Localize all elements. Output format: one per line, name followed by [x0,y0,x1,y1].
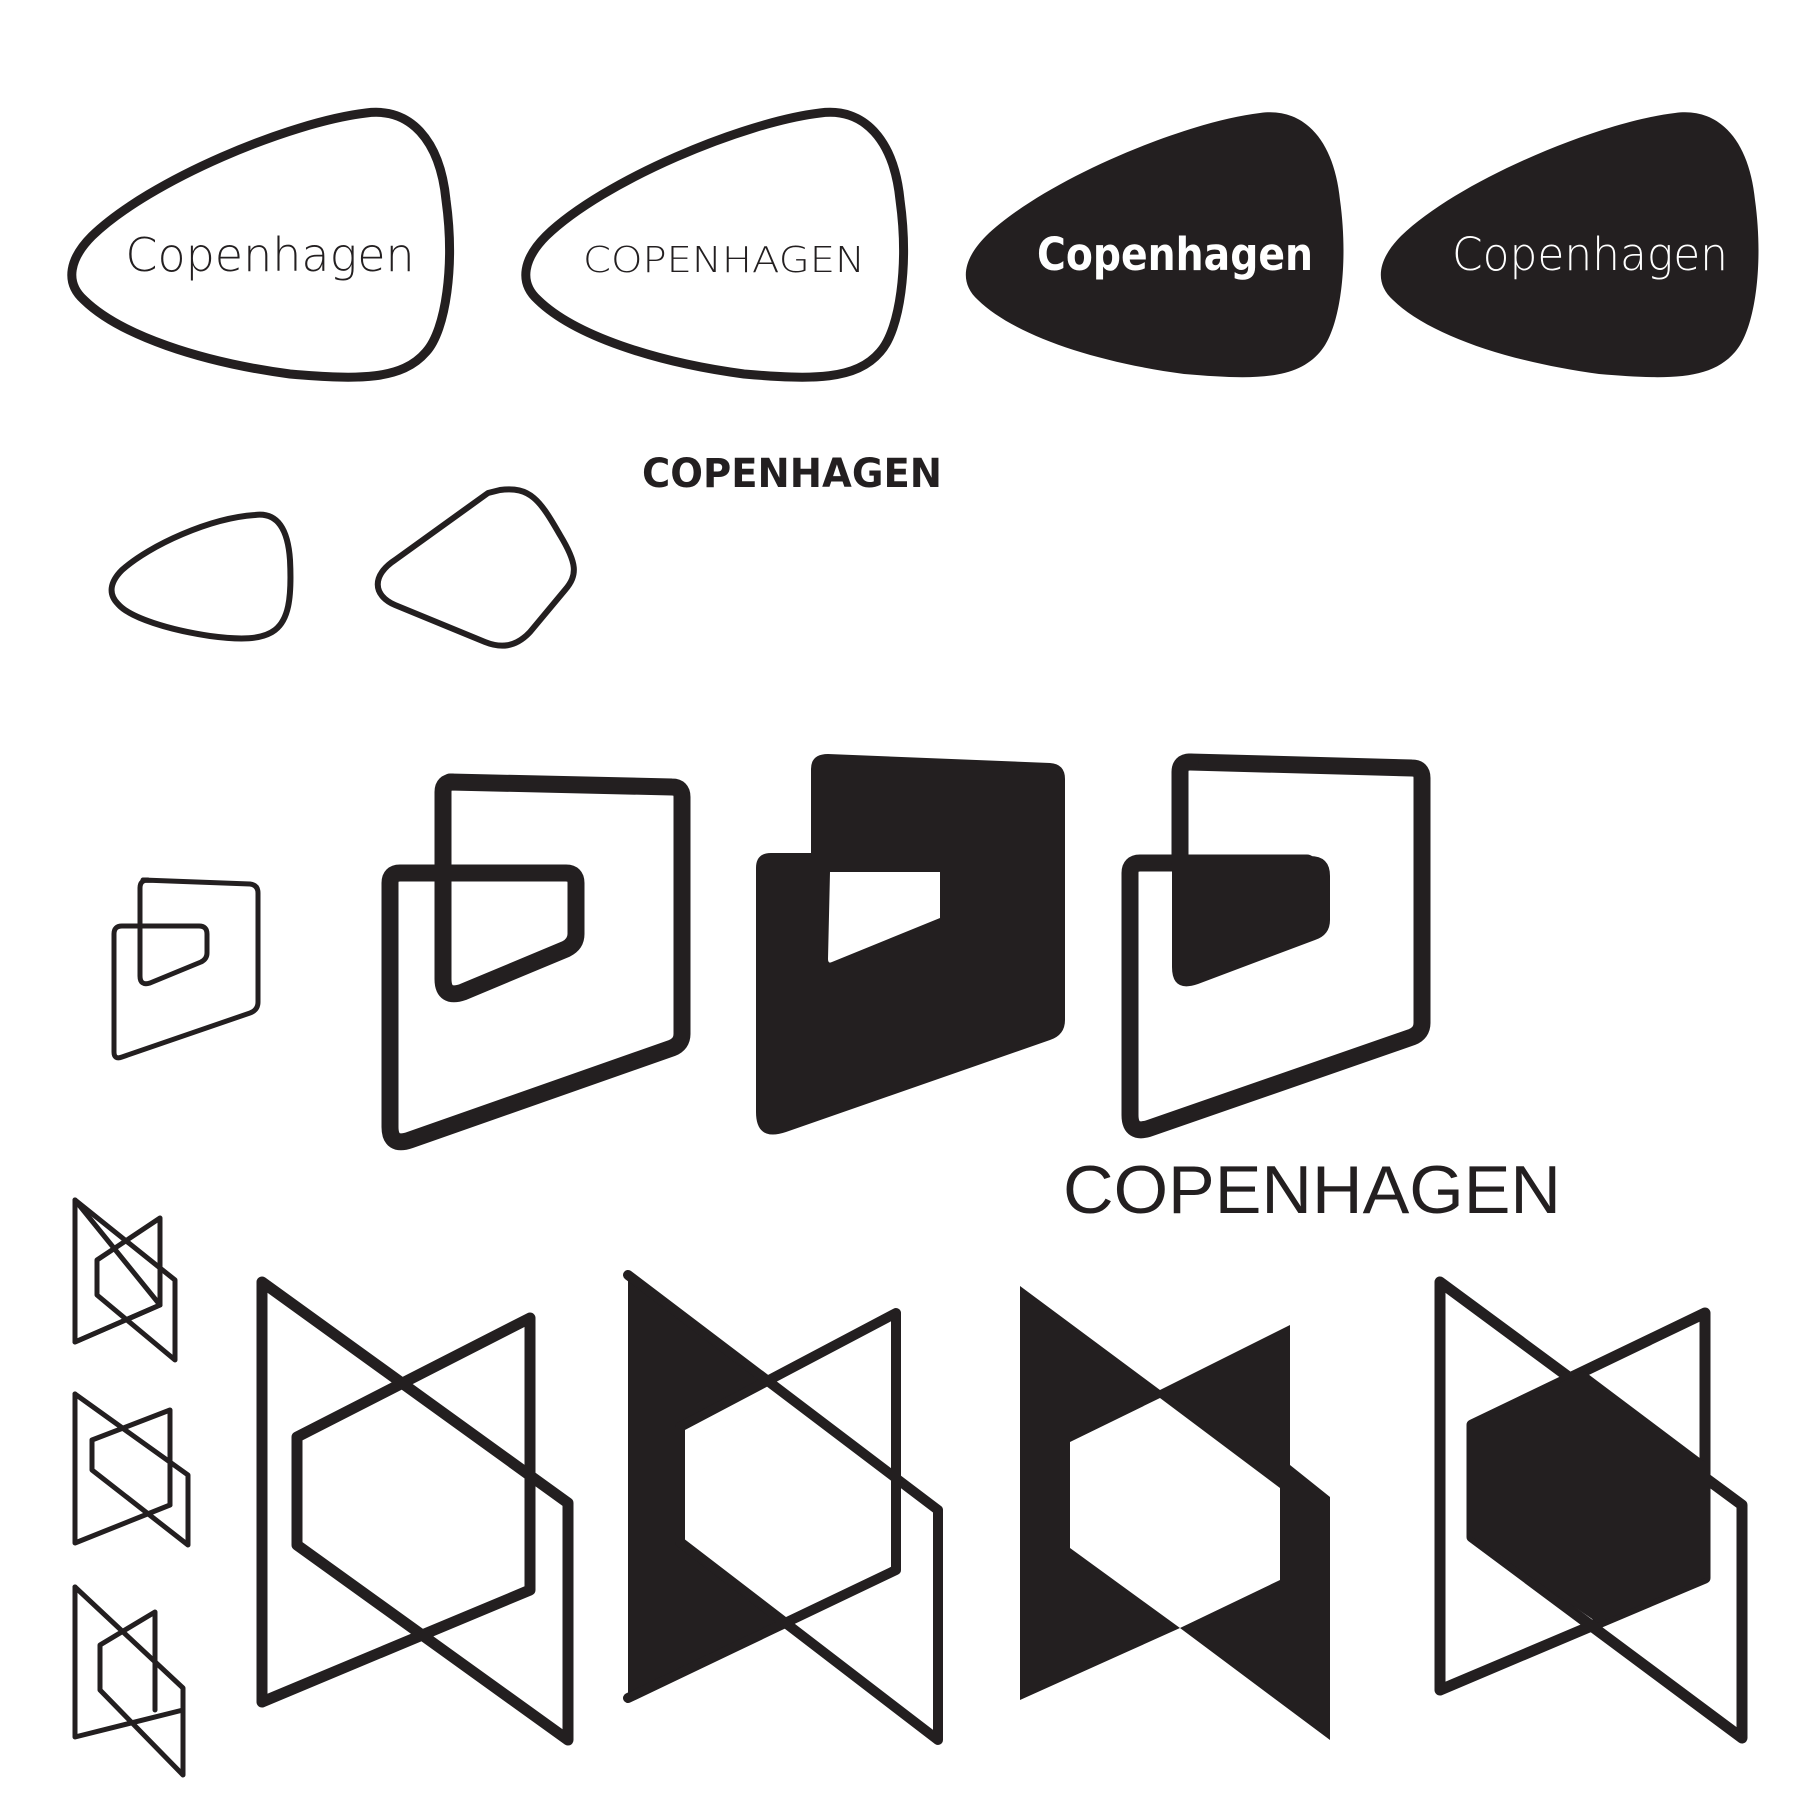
wordmark-pebble-solid-bold: Copenhagen [1037,228,1313,281]
pebble-logo-outline-mixedcase: Copenhagen [67,107,454,382]
wordmark-pebble-solid-light: Copenhagen [1452,228,1728,281]
pebble-mark-small-round [108,511,294,642]
square-mark-outline [381,773,691,1151]
hexagram-mark-solid-center [1434,1276,1748,1744]
pebble-logo-outline-caps: COPENHAGEN [521,107,908,382]
pebble-logo-solid-bold: Copenhagen [965,112,1344,378]
hexagram-mark-solid-inverse [1020,1286,1330,1740]
wordmark-geometric-caps: COPENHAGEN [642,451,942,497]
hexagram-mark-small-2 [72,1391,191,1548]
pebble-mark-small-angular [374,486,577,649]
square-mark-small-outline [111,877,261,1061]
square-mark-partial-solid [1121,753,1431,1139]
wordmark-pebble-outline-mixedcase: Copenhagen [125,228,414,282]
wordmark-pebble-outline-caps: COPENHAGEN [583,240,865,281]
hexagram-mark-small-1 [72,1197,178,1363]
hexagram-mark-solid-triangles [623,1270,943,1745]
hexagram-mark-small-3 [72,1584,186,1778]
hexagram-mark-outline [256,1276,574,1746]
wordmark-grotesk-caps: COPENHAGEN [1063,1152,1561,1228]
square-mark-solid [756,754,1065,1135]
pebble-logo-solid-light: Copenhagen [1380,112,1759,378]
